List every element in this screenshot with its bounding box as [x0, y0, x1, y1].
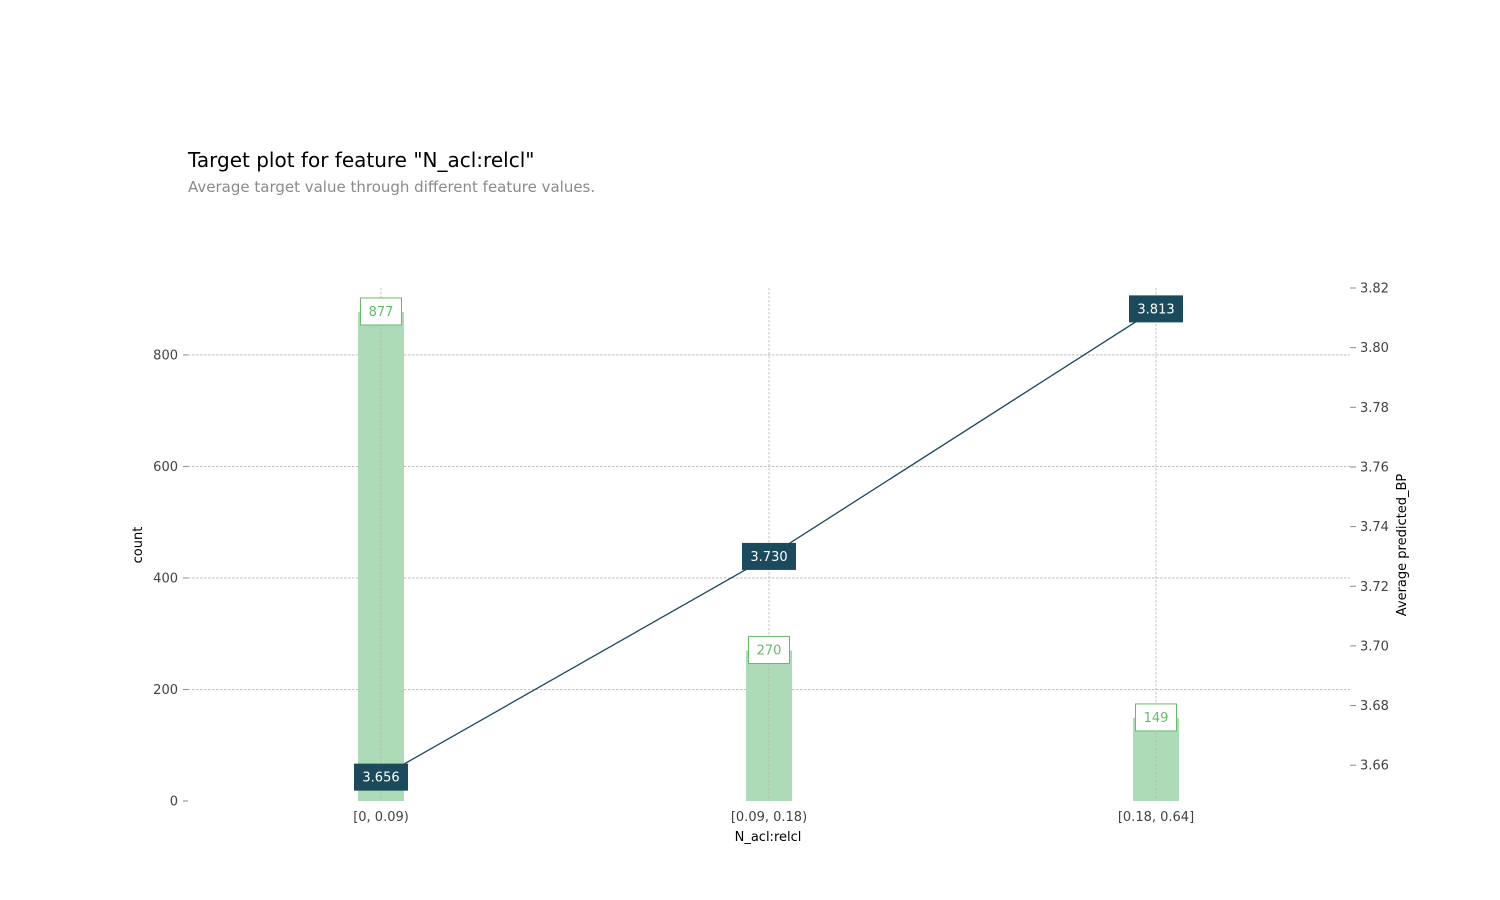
y-left-tick-label: 800 — [153, 348, 178, 363]
average-label-box — [1129, 295, 1183, 323]
y-right-tick-label: 3.66 — [1360, 759, 1389, 774]
count-bar — [1133, 717, 1179, 801]
x-axis-label: N_acl:relcl — [735, 830, 802, 845]
y-right-tick-label: 3.80 — [1360, 341, 1389, 356]
average-label: 3.813 — [1137, 302, 1174, 317]
y-right-tick-label: 3.76 — [1360, 460, 1389, 475]
count-label-box — [360, 297, 402, 326]
chart-subtitle: Average target value through different f… — [188, 178, 596, 196]
average-label: 3.730 — [750, 550, 787, 565]
x-tick-label: [0.18, 0.64] — [1118, 810, 1194, 825]
y-left-tick-label: 600 — [153, 460, 178, 475]
x-tick-label: [0.09, 0.18) — [731, 810, 807, 825]
count-label: 149 — [1144, 711, 1169, 726]
count-label: 270 — [757, 643, 782, 658]
average-label-box — [354, 763, 408, 791]
y-right-tick-label: 3.68 — [1360, 699, 1389, 714]
count-label: 877 — [369, 305, 394, 320]
chart-title: Target plot for feature "N_acl:relcl" — [188, 148, 535, 172]
y-right-axis-label: Average predicted_BP — [1395, 474, 1410, 617]
count-label-box — [748, 635, 790, 664]
y-right-tick-label: 3.78 — [1360, 401, 1389, 416]
y-right-tick-label: 3.70 — [1360, 639, 1389, 654]
y-left-axis-label: count — [131, 527, 146, 564]
y-left-tick-label: 0 — [170, 795, 178, 810]
count-label-box — [1135, 703, 1177, 732]
x-tick-label: [0, 0.09) — [353, 810, 409, 825]
y-left-tick-label: 400 — [153, 571, 178, 586]
y-left-tick-label: 200 — [153, 683, 178, 698]
average-label-box — [742, 542, 796, 570]
y-right-tick-label: 3.82 — [1360, 282, 1389, 297]
y-right-tick-label: 3.74 — [1360, 520, 1389, 535]
average-label: 3.656 — [362, 771, 399, 786]
y-right-tick-label: 3.72 — [1360, 580, 1389, 595]
